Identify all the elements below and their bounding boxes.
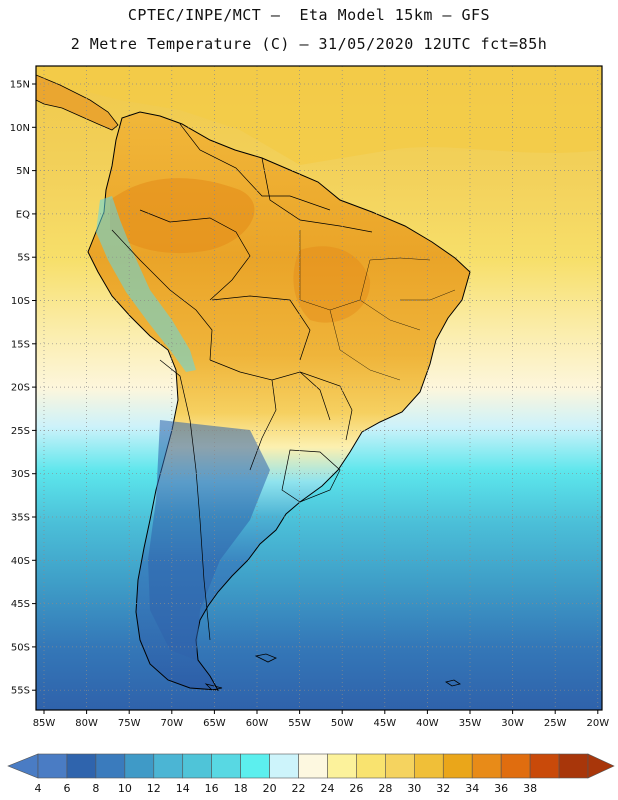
lon-tick-label: 40W <box>416 718 439 729</box>
colorbar-swatch <box>500 753 531 779</box>
colorbar-swatch <box>298 753 328 779</box>
latitude-axis: 15N 10N 5N EQ 5S 10S 15S 20S 25S 30S 35S 40S 45S 50S 5… <box>10 80 36 697</box>
colorbar-swatch <box>95 753 126 779</box>
colorbar-swatch <box>240 753 270 779</box>
lon-tick-label: 75W <box>118 718 141 729</box>
colorbar-swatch <box>182 753 212 779</box>
colorbar-label: 18 <box>234 782 248 795</box>
lat-tick-label: 35S <box>11 513 30 524</box>
lon-tick-label: 45W <box>373 718 396 729</box>
lat-tick-label: 25S <box>11 426 30 437</box>
lon-tick-label: 20W <box>586 718 609 729</box>
central-brazil-hot-region <box>293 246 371 323</box>
colorbar-swatch <box>356 753 386 779</box>
map-title-line-2: 2 Metre Temperature (C) – 31/05/2020 12U… <box>70 35 548 53</box>
lat-tick-label: 40S <box>11 556 30 567</box>
colorbar-label: 38 <box>523 782 537 795</box>
lon-tick-label: 50W <box>331 718 354 729</box>
colorbar-label: 8 <box>92 782 99 795</box>
colorbar-label: 34 <box>465 782 479 795</box>
colorbar-swatch <box>153 753 184 779</box>
colorbar-label: 36 <box>494 782 508 795</box>
colorbar-swatch <box>471 753 502 779</box>
patagonia-cold-region <box>148 420 270 660</box>
colorbar-label: 26 <box>349 782 363 795</box>
lat-tick-label: 5S <box>17 253 30 264</box>
country-borders <box>111 123 373 641</box>
colorbar-label: 6 <box>63 782 70 795</box>
colorbar-label: 28 <box>378 782 392 795</box>
colorbar-swatch <box>66 753 97 779</box>
colorbar-swatch <box>414 753 444 779</box>
lon-tick-label: 35W <box>459 718 482 729</box>
colorbar-swatch <box>269 753 299 779</box>
lat-tick-label: 10N <box>10 123 30 134</box>
lat-tick-label: 45S <box>11 599 30 610</box>
colorbar-swatch <box>37 753 68 779</box>
map-frame <box>35 65 603 711</box>
colorbar-label: 30 <box>407 782 421 795</box>
colorbar-low-arrow <box>7 753 39 779</box>
lat-tick-label: 10S <box>11 296 30 307</box>
lon-tick-label: 60W <box>246 718 269 729</box>
colorbar-swatch <box>327 753 357 779</box>
lat-tick-label: 20S <box>11 383 30 394</box>
lat-tick-label: EQ <box>16 209 30 220</box>
colorbar-label: 14 <box>176 782 190 795</box>
lat-tick-label: 30S <box>11 469 30 480</box>
lon-tick-label: 80W <box>75 718 98 729</box>
colorbar-label: 10 <box>118 782 132 795</box>
temperature-colorbar: 4 6 8 10 12 14 16 18 20 22 24 26 28 30 32 34 36 38 <box>7 753 615 795</box>
colorbar-swatch <box>211 753 241 779</box>
colorbar-high-arrow <box>587 753 615 779</box>
colorbar-swatch <box>124 753 155 779</box>
map-title-line-1: CPTEC/INPE/MCT – Eta Model 15km – GFS <box>127 6 491 24</box>
colorbar-label: 20 <box>263 782 277 795</box>
lat-lon-grid <box>36 66 602 710</box>
lon-tick-label: 65W <box>203 718 226 729</box>
colorbar-label: 16 <box>205 782 219 795</box>
colorbar-swatch <box>385 753 415 779</box>
colorbar-swatch <box>442 753 473 779</box>
lat-tick-label: 15S <box>11 339 30 350</box>
lon-tick-label: 25W <box>544 718 567 729</box>
islands <box>204 653 461 691</box>
amazon-hot-region <box>110 178 255 254</box>
longitude-axis: 85W 80W 75W 70W 65W 60W 55W 50W 45W 40W 35W 30W 25W 2… <box>33 710 609 729</box>
colorbar-label: 12 <box>147 782 161 795</box>
colorbar-label: 22 <box>292 782 306 795</box>
colorbar-label: 24 <box>320 782 334 795</box>
colorbar-label: 4 <box>35 782 42 795</box>
lon-tick-label: 70W <box>160 718 183 729</box>
lon-tick-label: 55W <box>288 718 311 729</box>
colorbar-swatch <box>558 753 589 779</box>
lat-tick-label: 50S <box>11 642 30 653</box>
lon-tick-label: 30W <box>501 718 524 729</box>
colorbar-label: 32 <box>436 782 450 795</box>
lon-tick-label: 85W <box>33 718 56 729</box>
colorbar-swatch <box>529 753 560 779</box>
lat-tick-label: 55S <box>11 686 30 697</box>
lat-tick-label: 15N <box>10 80 30 91</box>
warm-ocean-band <box>36 66 602 165</box>
lat-tick-label: 5N <box>16 166 30 177</box>
